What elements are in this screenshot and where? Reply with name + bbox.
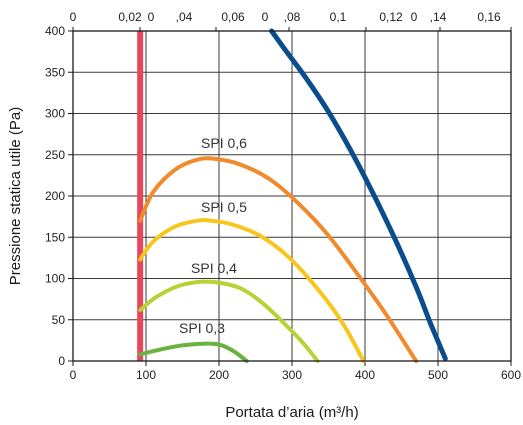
curves [138, 28, 448, 363]
top-axis-tick-label: ,08 [284, 10, 301, 24]
top-axis-tick-label: ,14 [430, 10, 447, 24]
curve-label-spi-0-4: SPI 0,4 [191, 260, 237, 276]
x-tick-label: 500 [428, 368, 448, 382]
top-axis-tick-label: 0 [148, 10, 155, 24]
top-axis-tick-label: 0,1 [330, 10, 347, 24]
top-axis-tick-label: 0 [70, 10, 77, 24]
y-tick-label: 350 [45, 65, 65, 79]
curve-spi-0-4 [138, 279, 320, 363]
y-tick-label: 200 [45, 189, 65, 203]
y-axis-title: Pressione statica utile (Pa) [7, 107, 24, 285]
top-axis-tick-label: 0,12 [379, 10, 403, 24]
curve-system-curve [269, 28, 448, 361]
curve-spi-0-3 [138, 341, 249, 363]
top-axis-tick-label: 0,02 [118, 10, 142, 24]
top-axis-tick-label: 0 [262, 10, 269, 24]
x-tick-label: 300 [282, 368, 302, 382]
top-axis-tick-label: 0,06 [221, 10, 245, 24]
y-tick-label: 100 [45, 272, 65, 286]
y-tick-label: 50 [52, 313, 66, 327]
y-tick-label: 150 [45, 230, 65, 244]
curve-labels: SPI 0,6 SPI 0,5 SPI 0,4 SPI 0,3 [179, 135, 247, 336]
plot-frame [72, 30, 512, 362]
curve-spi-0-6 [138, 156, 419, 363]
curve-spi-0-5 [138, 218, 366, 363]
y-tick-label: 250 [45, 148, 65, 162]
top-axis-tick-label: 0 [411, 10, 418, 24]
x-tick-label: 600 [501, 368, 521, 382]
x-axis-title: Portata d’aria (m³/h) [225, 404, 358, 421]
x-tick-label: 100 [136, 368, 156, 382]
y-tick-label: 0 [58, 354, 65, 368]
top-axis-tick-label: ,04 [176, 10, 193, 24]
curve-label-spi-0-6: SPI 0,6 [201, 135, 247, 151]
x-tick-label: 400 [355, 368, 375, 382]
x-tick-label: 200 [209, 368, 229, 382]
curve-label-spi-0-5: SPI 0,5 [201, 199, 247, 215]
y-tick-label: 300 [45, 107, 65, 121]
tick-labels: 0 100 200 300 400 500 600 0 50 100 150 200 250 300 350… [45, 10, 521, 382]
curve-label-spi-0-3: SPI 0,3 [179, 320, 225, 336]
y-tick-label: 400 [45, 24, 65, 38]
x-tick-label: 0 [70, 368, 77, 382]
top-axis-tick-label: 0,16 [477, 10, 501, 24]
